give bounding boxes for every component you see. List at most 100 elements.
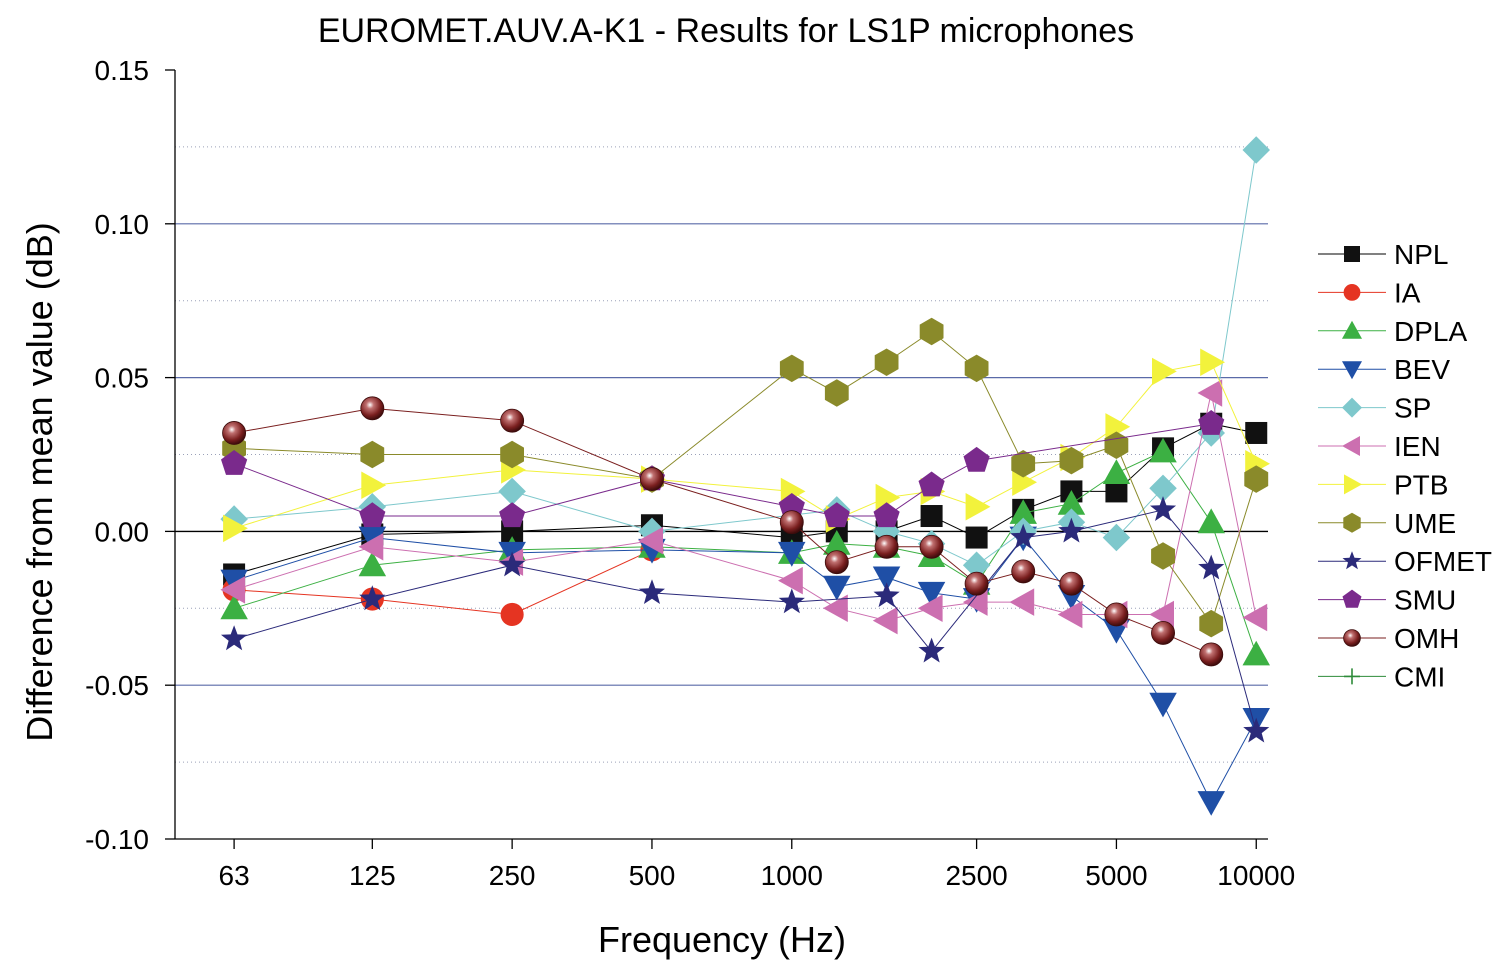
legend-label: PTB (1394, 469, 1448, 500)
legend-label: IEN (1394, 431, 1441, 462)
data-point-bev (917, 581, 946, 607)
data-point-ofmet (499, 551, 526, 577)
data-point-ume (1059, 446, 1084, 475)
data-point-omh (824, 550, 849, 575)
data-point-ien (962, 588, 988, 616)
chart-title: EUROMET.AUV.A-K1 - Results for LS1P micr… (318, 12, 1134, 50)
data-point-ume (824, 379, 849, 407)
series-layer (220, 136, 1270, 816)
data-point-ume (779, 354, 804, 383)
y-axis-ticks: 0.15 0.10 0.05 0.00 -0.05 -0.10 (85, 55, 175, 855)
data-point-ofmet (918, 637, 945, 663)
data-point-ien (1149, 600, 1174, 629)
data-point-bev (1197, 791, 1225, 816)
data-point-ien (1197, 379, 1223, 407)
legend-item-ume: UME (1318, 508, 1456, 539)
data-point-ofmet (359, 585, 386, 611)
legend-item-smu: SMU (1318, 585, 1456, 616)
data-point-sp (1242, 136, 1270, 164)
data-point-ofmet (1010, 523, 1037, 549)
legend-marker-cmi (1344, 668, 1360, 685)
legend-label: OFMET (1394, 546, 1492, 577)
data-point-npl (1105, 480, 1128, 503)
legend-marker-ume (1343, 512, 1361, 533)
legend-label: DPLA (1394, 316, 1467, 347)
data-point-ofmet (1198, 554, 1225, 580)
legend-label: NPL (1394, 239, 1448, 270)
legend-marker-npl (1344, 246, 1360, 262)
x-tick-label: 10000 (1217, 860, 1295, 891)
data-point-omh (919, 534, 944, 559)
data-point-sp (1149, 474, 1177, 503)
y-tick-label: 0.10 (95, 209, 150, 240)
data-point-dpla (1242, 640, 1270, 666)
data-point-ume (1244, 465, 1269, 493)
series-line-ofmet (233, 509, 1257, 732)
y-tick-label: -0.05 (85, 670, 149, 701)
series-line-ptb (233, 361, 1257, 529)
data-point-ofmet (1243, 717, 1270, 743)
data-point-smu (873, 502, 900, 528)
data-point-omh (874, 534, 899, 559)
legend-label: SMU (1394, 585, 1456, 616)
data-point-omh (360, 396, 385, 421)
data-point-ofmet (1150, 496, 1177, 521)
data-point-ien (358, 533, 384, 561)
data-point-bev (823, 575, 851, 601)
legend-item-ofmet: OFMET (1318, 546, 1492, 577)
x-axis-label: Frequency (Hz) (598, 919, 846, 960)
data-point-ume (874, 348, 899, 376)
data-point-ume (919, 317, 944, 346)
data-point-ofmet (638, 579, 665, 604)
data-point-omh (1059, 571, 1084, 596)
data-point-ien (1009, 588, 1035, 616)
legend-item-cmi: CMI (1318, 661, 1445, 692)
data-point-smu (778, 493, 805, 518)
data-point-dpla (1102, 459, 1131, 484)
data-point-dpla (1009, 499, 1037, 524)
x-tick-label: 500 (629, 860, 676, 891)
data-point-dpla (823, 530, 851, 555)
data-point-ien (917, 594, 943, 622)
data-point-ptb (1200, 348, 1225, 376)
legend-marker-dpla (1342, 320, 1362, 339)
data-point-omh (779, 510, 804, 535)
x-tick-label: 250 (489, 860, 536, 891)
data-point-ien (220, 576, 246, 604)
data-point-dpla (1057, 490, 1086, 515)
legend-item-ia: IA (1318, 277, 1421, 308)
series-line-dpla (233, 450, 1257, 655)
data-point-ptb (1152, 357, 1177, 386)
legend-label: CMI (1394, 661, 1445, 692)
data-point-smu (1198, 410, 1225, 435)
data-point-ptb (1012, 468, 1037, 496)
legend-marker-omh (1343, 629, 1361, 647)
data-point-omh (1151, 620, 1175, 645)
data-point-bev (872, 566, 901, 592)
legend-label: BEV (1394, 354, 1450, 385)
data-point-bev (220, 569, 248, 595)
data-point-ien (1242, 603, 1268, 632)
grid (175, 146, 1268, 763)
legend-item-bev: BEV (1318, 354, 1450, 385)
data-point-ia (500, 602, 524, 627)
legend: NPL IA DPLA BEV SP IEN PTB UME OFMET SMU OMH CMI (1318, 239, 1492, 692)
series-line-ia (234, 549, 653, 616)
data-point-bev (1149, 692, 1177, 718)
legend-label: SP (1394, 393, 1431, 424)
legend-label: OMH (1394, 623, 1459, 654)
legend-label: UME (1394, 508, 1456, 539)
data-point-dpla (358, 551, 387, 577)
data-point-omh (1199, 642, 1224, 667)
data-point-ume (1011, 450, 1036, 478)
data-point-ien (778, 566, 803, 595)
data-point-bev (358, 526, 387, 552)
data-point-ptb (223, 514, 248, 543)
data-point-ien (872, 606, 898, 635)
data-point-ofmet (221, 625, 248, 651)
legend-marker-ptb (1344, 474, 1362, 495)
legend-label: IA (1394, 277, 1421, 308)
series-omh (222, 396, 1224, 667)
data-point-ofmet (1058, 517, 1085, 543)
data-point-ptb (1105, 413, 1131, 441)
